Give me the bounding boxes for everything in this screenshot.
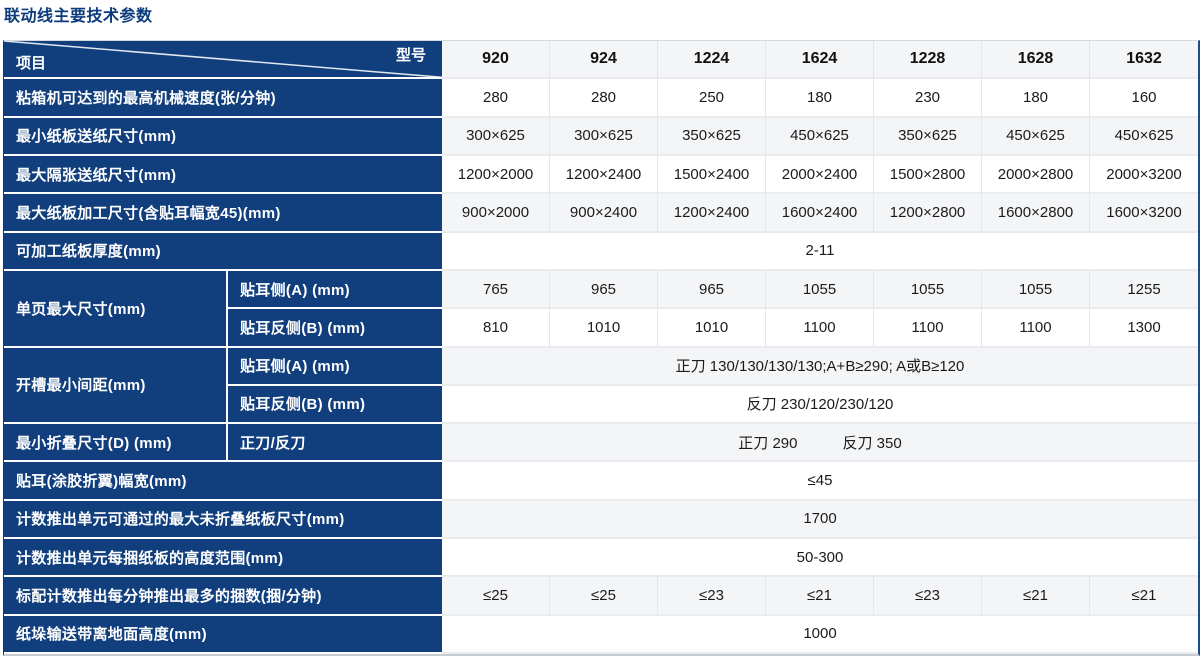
value-cell: 1010 — [658, 309, 766, 348]
spec-table: 项目 型号 920 924 1224 1624 1228 1628 1632 粘箱机可达到的最高机… — [3, 40, 1200, 656]
value-cell: 300×625 — [550, 117, 658, 156]
span-value-cell: 正刀 290 反刀 350 — [442, 424, 1198, 463]
row-label: 单页最大尺寸(mm) — [4, 270, 228, 348]
row-label: 纸垛输送带离地面高度(mm) — [4, 615, 442, 654]
value-cell: 180 — [766, 79, 874, 118]
value-cell: ≤23 — [874, 577, 982, 616]
sub-row-label: 正刀/反刀 — [228, 424, 442, 463]
row-label: 标配计数推出每分钟推出最多的捆数(捆/分钟) — [4, 577, 442, 616]
value-cell: 1100 — [982, 309, 1090, 348]
value-cell: 1500×2400 — [658, 155, 766, 195]
value-cell: 300×625 — [442, 117, 550, 156]
row-label: 计数推出单元可通过的最大未折叠纸板尺寸(mm) — [4, 500, 442, 540]
value-cell: 1200×2400 — [658, 194, 766, 233]
corner-header-cell: 项目 型号 — [4, 41, 442, 80]
value-cell: ≤21 — [766, 577, 874, 616]
sub-row-label: 贴耳侧(A) (mm) — [228, 347, 442, 386]
value-cell: 765 — [442, 270, 550, 310]
value-cell: 450×625 — [982, 117, 1090, 156]
value-cell: ≤23 — [658, 577, 766, 616]
model-header-cell: 1228 — [874, 41, 982, 80]
span-value-cell: 1700 — [442, 500, 1198, 540]
value-cell: 1100 — [874, 309, 982, 348]
model-header-cell: 1628 — [982, 41, 1090, 80]
value-cell: 280 — [442, 79, 550, 118]
value-cell: 250 — [658, 79, 766, 118]
value-cell: 1500×2800 — [874, 155, 982, 195]
value-cell: 450×625 — [1090, 117, 1198, 156]
value-cell: 1010 — [550, 309, 658, 348]
value-cell: 965 — [550, 270, 658, 310]
value-cell: 1255 — [1090, 270, 1198, 310]
row-label: 最小纸板送纸尺寸(mm) — [4, 117, 442, 156]
value-cell: 1600×2400 — [766, 194, 874, 233]
span-value-cell: 2-11 — [442, 232, 1198, 271]
value-cell: 280 — [550, 79, 658, 118]
sub-row-label: 贴耳反侧(B) (mm) — [228, 385, 442, 425]
span-value-cell: 1000 — [442, 615, 1198, 654]
row-label: 贴耳(涂胶折翼)幅宽(mm) — [4, 462, 442, 501]
corner-model-label: 型号 — [395, 47, 426, 64]
model-header-cell: 1224 — [658, 41, 766, 80]
sub-row-label: 贴耳侧(A) (mm) — [228, 270, 442, 310]
value-cell: 450×625 — [766, 117, 874, 156]
span-value-cell: 正刀 130/130/130/130;A+B≥290; A或B≥120 — [442, 347, 1198, 386]
corner-item-label: 项目 — [16, 55, 47, 73]
value-cell: 1200×2800 — [874, 194, 982, 233]
span-value-cell: 反刀 230/120/230/120 — [442, 385, 1198, 425]
diagonal-divider-line — [4, 41, 442, 78]
value-cell: 1600×3200 — [1090, 194, 1198, 233]
span-value-cell: 50-300 — [442, 539, 1198, 578]
model-header-cell: 1624 — [766, 41, 874, 80]
row-label: 计数推出单元每捆纸板的高度范围(mm) — [4, 539, 442, 578]
row-label: 最小折叠尺寸(D) (mm) — [4, 424, 228, 463]
value-cell: 1055 — [766, 270, 874, 310]
value-cell: 900×2400 — [550, 194, 658, 233]
value-cell: 1100 — [766, 309, 874, 348]
value-cell: ≤21 — [1090, 577, 1198, 616]
value-cell: 1055 — [874, 270, 982, 310]
row-label: 最大纸板加工尺寸(含贴耳幅宽45)(mm) — [4, 194, 442, 233]
value-cell: ≤25 — [550, 577, 658, 616]
value-cell: 810 — [442, 309, 550, 348]
value-cell: ≤25 — [442, 577, 550, 616]
value-cell: 160 — [1090, 79, 1198, 118]
value-cell: 2000×2800 — [982, 155, 1090, 195]
value-cell: 1055 — [982, 270, 1090, 310]
sub-row-label: 贴耳反侧(B) (mm) — [228, 309, 442, 348]
value-cell: ≤21 — [982, 577, 1090, 616]
value-cell: 180 — [982, 79, 1090, 118]
row-label: 最大隔张送纸尺寸(mm) — [4, 155, 442, 195]
row-label: 可加工纸板厚度(mm) — [4, 232, 442, 271]
model-header-cell: 924 — [550, 41, 658, 80]
value-cell: 900×2000 — [442, 194, 550, 233]
span-value-cell: ≤45 — [442, 462, 1198, 501]
value-cell: 350×625 — [874, 117, 982, 156]
value-cell: 1200×2000 — [442, 155, 550, 195]
row-label: 开槽最小间距(mm) — [4, 347, 228, 425]
page-title: 联动线主要技术参数 — [4, 8, 153, 25]
value-cell: 230 — [874, 79, 982, 118]
value-cell: 1600×2800 — [982, 194, 1090, 233]
row-label: 粘箱机可达到的最高机械速度(张/分钟) — [4, 79, 442, 118]
model-header-cell: 920 — [442, 41, 550, 80]
value-cell: 350×625 — [658, 117, 766, 156]
value-cell: 1300 — [1090, 309, 1198, 348]
value-cell: 2000×3200 — [1090, 155, 1198, 195]
value-cell: 2000×2400 — [766, 155, 874, 195]
value-cell: 1200×2400 — [550, 155, 658, 195]
model-header-cell: 1632 — [1090, 41, 1198, 80]
value-cell: 965 — [658, 270, 766, 310]
